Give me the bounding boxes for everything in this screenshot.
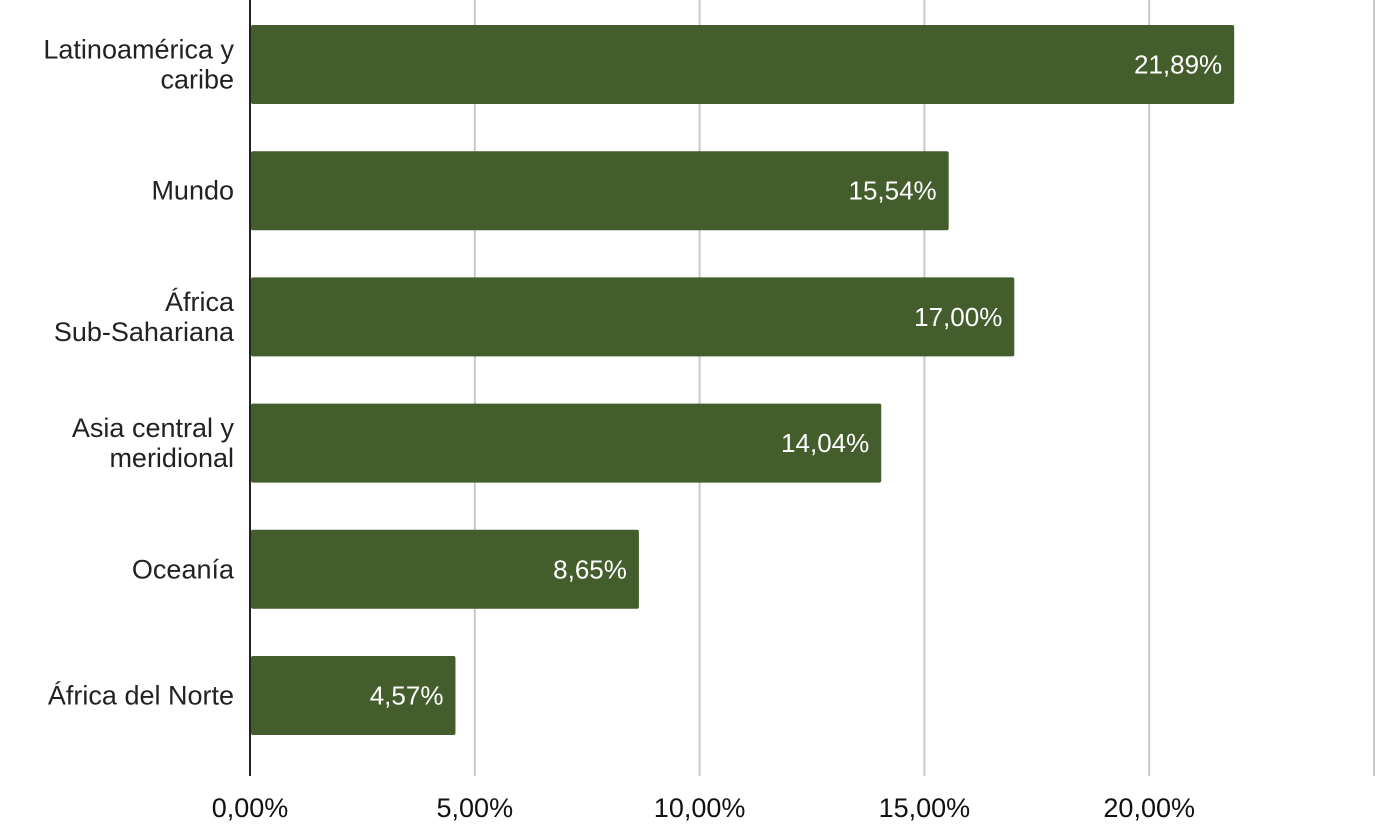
- x-tick-labels: 0,00% 5,00% 10,00% 15,00% 20,00%: [212, 793, 1195, 823]
- x-tick-label: 10,00%: [654, 793, 746, 823]
- category-label: Mundo: [151, 176, 234, 206]
- bar: [251, 25, 1235, 104]
- category-label: Sub-Sahariana: [54, 317, 235, 347]
- gridlines: [473, 0, 1375, 776]
- x-tick-label: 5,00%: [437, 793, 514, 823]
- bar-value-label: 15,54%: [848, 176, 936, 206]
- bar: [251, 656, 456, 735]
- category-label: Oceanía: [132, 554, 235, 584]
- x-tick-label: 15,00%: [879, 793, 971, 823]
- category-label: caribe: [160, 65, 234, 95]
- category-label: África del Norte: [48, 681, 234, 711]
- bar-value-label: 4,57%: [370, 681, 444, 711]
- bar: [251, 277, 1015, 357]
- bar-value-label: 17,00%: [914, 302, 1002, 332]
- bars: 21,89% 15,54% 17,00% 14,04% 8,65% 4,57%: [251, 25, 1235, 735]
- bar: [251, 529, 639, 609]
- category-label: Latinoamérica y: [43, 35, 234, 65]
- x-tick-label: 20,00%: [1103, 793, 1195, 823]
- bar-value-label: 14,04%: [781, 428, 869, 458]
- bar-value-label: 8,65%: [553, 554, 627, 584]
- category-label: meridional: [109, 443, 234, 473]
- bar-value-label: 21,89%: [1134, 50, 1222, 80]
- bar: [251, 151, 949, 231]
- bar: [251, 403, 882, 483]
- category-label: África: [165, 287, 235, 317]
- category-label: Asia central y: [72, 413, 235, 443]
- x-tick-label: 0,00%: [212, 793, 289, 823]
